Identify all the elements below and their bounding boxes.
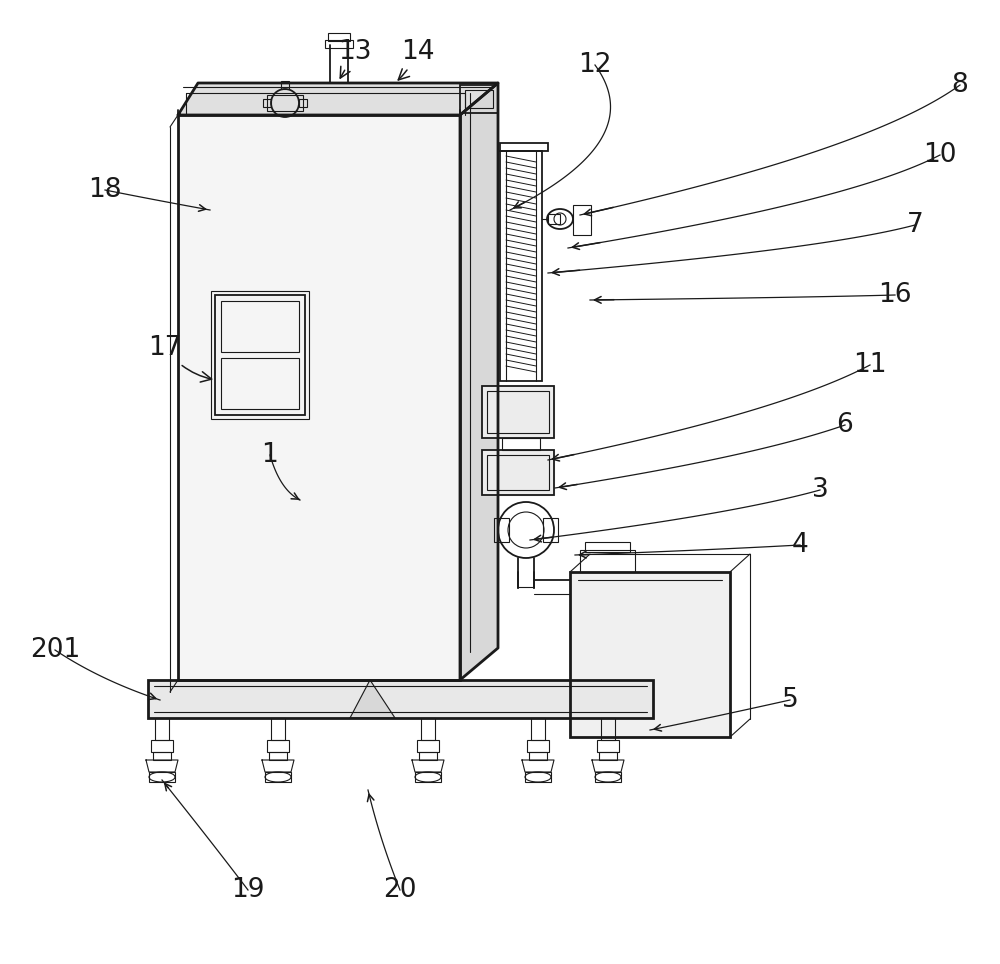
Bar: [417, 740, 439, 752]
Bar: [494, 518, 509, 542]
Bar: [421, 718, 435, 740]
Bar: [328, 33, 350, 41]
Bar: [548, 214, 560, 224]
Text: 20: 20: [383, 877, 417, 903]
Bar: [595, 772, 621, 782]
Bar: [482, 386, 554, 438]
Bar: [599, 752, 617, 760]
Bar: [271, 718, 285, 740]
Bar: [460, 85, 498, 113]
Bar: [529, 752, 547, 760]
Text: 16: 16: [878, 282, 912, 308]
Text: 201: 201: [30, 637, 80, 663]
Bar: [155, 718, 169, 740]
Bar: [487, 455, 549, 490]
Bar: [299, 99, 307, 107]
Bar: [148, 680, 653, 718]
Text: 18: 18: [88, 177, 122, 203]
Text: 14: 14: [398, 39, 435, 80]
Bar: [419, 752, 437, 760]
Bar: [531, 718, 545, 740]
Polygon shape: [350, 680, 395, 718]
Bar: [211, 291, 309, 419]
Text: 13: 13: [338, 39, 372, 78]
Bar: [597, 740, 619, 752]
Bar: [502, 438, 540, 450]
Text: 19: 19: [231, 877, 265, 903]
Bar: [415, 772, 441, 782]
Bar: [543, 518, 558, 542]
Polygon shape: [460, 83, 498, 680]
Text: 3: 3: [812, 477, 828, 503]
Polygon shape: [148, 680, 653, 718]
Bar: [465, 90, 493, 108]
Bar: [527, 740, 549, 752]
Bar: [482, 450, 554, 495]
Bar: [573, 205, 591, 235]
Bar: [580, 550, 635, 572]
Polygon shape: [482, 450, 554, 495]
Bar: [221, 301, 299, 352]
Text: 1: 1: [262, 442, 278, 468]
Bar: [221, 358, 299, 409]
Bar: [585, 542, 630, 552]
Bar: [215, 295, 305, 415]
Bar: [487, 391, 549, 433]
Bar: [325, 40, 353, 48]
Text: 12: 12: [578, 52, 612, 78]
Text: 6: 6: [837, 412, 853, 438]
Bar: [265, 772, 291, 782]
Bar: [263, 99, 271, 107]
Bar: [281, 81, 289, 89]
Bar: [267, 740, 289, 752]
Text: 5: 5: [782, 687, 798, 713]
Bar: [601, 718, 615, 740]
Text: 7: 7: [907, 212, 923, 238]
Text: 17: 17: [148, 335, 212, 382]
Text: 10: 10: [923, 142, 957, 168]
Bar: [149, 772, 175, 782]
Bar: [570, 572, 730, 737]
Bar: [525, 772, 551, 782]
Polygon shape: [178, 83, 498, 115]
Bar: [500, 143, 548, 151]
Bar: [178, 115, 460, 680]
Bar: [500, 151, 542, 381]
Bar: [269, 752, 287, 760]
Polygon shape: [178, 115, 460, 680]
Polygon shape: [570, 572, 730, 737]
Bar: [153, 752, 171, 760]
Bar: [151, 740, 173, 752]
Text: 8: 8: [952, 72, 968, 98]
Polygon shape: [482, 386, 554, 438]
Text: 4: 4: [792, 532, 808, 558]
Text: 11: 11: [853, 352, 887, 378]
Bar: [267, 95, 303, 111]
